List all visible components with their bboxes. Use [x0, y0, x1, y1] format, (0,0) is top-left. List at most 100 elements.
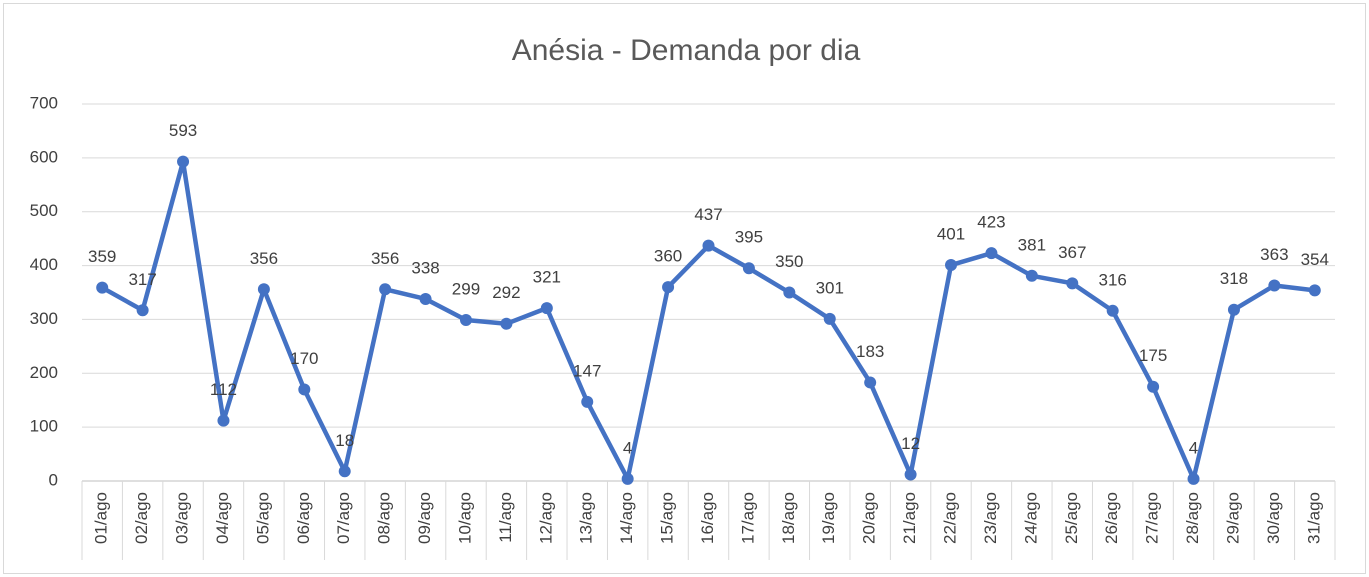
marker	[783, 286, 796, 299]
marker	[945, 259, 958, 272]
data-label: 299	[452, 279, 480, 298]
x-tick-label: 22/ago	[941, 492, 960, 544]
data-label: 354	[1301, 250, 1329, 269]
x-tick-label: 31/ago	[1304, 492, 1323, 544]
marker	[1227, 303, 1240, 316]
marker	[702, 239, 715, 252]
marker	[1308, 284, 1321, 297]
data-label: 360	[654, 247, 682, 266]
marker	[419, 292, 432, 305]
x-tick-label: 16/ago	[698, 492, 717, 544]
y-tick-label: 100	[30, 417, 58, 436]
data-label: 301	[816, 278, 844, 297]
y-tick-label: 200	[30, 363, 58, 382]
y-tick-label: 0	[49, 470, 58, 489]
x-tick-label: 30/ago	[1264, 492, 1283, 544]
data-label: 170	[290, 349, 318, 368]
data-label: 356	[250, 249, 278, 268]
x-tick-label: 09/ago	[415, 492, 434, 544]
marker	[1106, 304, 1119, 317]
data-label: 183	[856, 342, 884, 361]
data-label: 593	[169, 121, 197, 140]
y-tick-label: 700	[30, 93, 58, 112]
x-tick-label: 07/ago	[334, 492, 353, 544]
data-label: 316	[1099, 270, 1127, 289]
y-tick-label: 500	[30, 201, 58, 220]
data-label: 363	[1260, 245, 1288, 264]
marker	[136, 304, 149, 317]
data-label: 437	[694, 205, 722, 224]
data-label: 395	[735, 228, 763, 247]
x-tick-label: 19/ago	[819, 492, 838, 544]
data-label: 321	[533, 268, 561, 287]
x-tick-label: 26/ago	[1102, 492, 1121, 544]
marker	[985, 247, 998, 260]
x-tick-label: 17/ago	[738, 492, 757, 544]
marker	[1025, 269, 1038, 282]
data-label: 112	[210, 380, 237, 399]
data-label: 147	[573, 361, 601, 380]
marker	[904, 468, 917, 481]
data-label: 317	[128, 270, 156, 289]
marker	[298, 383, 311, 396]
x-tick-label: 15/ago	[658, 492, 677, 544]
marker	[1187, 472, 1200, 485]
x-tick-label: 04/ago	[213, 492, 232, 544]
marker	[379, 283, 392, 296]
marker	[500, 317, 513, 330]
x-tick-label: 02/ago	[132, 492, 151, 544]
data-label: 350	[775, 252, 803, 271]
x-tick-label: 29/ago	[1223, 492, 1242, 544]
data-label: 423	[977, 213, 1005, 232]
x-tick-label: 18/ago	[779, 492, 798, 544]
marker	[257, 283, 270, 296]
data-label: 175	[1139, 346, 1167, 365]
data-label: 4	[1189, 438, 1198, 457]
marker	[621, 472, 634, 485]
chart-border	[3, 3, 1366, 574]
marker	[540, 302, 553, 315]
marker	[338, 465, 351, 478]
data-label: 292	[492, 283, 520, 302]
x-tick-label: 03/ago	[173, 492, 192, 544]
x-tick-label: 28/ago	[1183, 492, 1202, 544]
marker	[1066, 277, 1079, 290]
x-tick-label: 08/ago	[375, 492, 394, 544]
data-label: 4	[623, 438, 632, 457]
marker	[662, 281, 675, 294]
x-tick-label: 20/ago	[860, 492, 879, 544]
data-label: 381	[1018, 235, 1046, 254]
y-tick-label: 600	[30, 147, 58, 166]
marker	[217, 414, 230, 427]
x-tick-label: 11/ago	[496, 492, 515, 543]
x-tick-label: 10/ago	[455, 492, 474, 544]
data-label: 18	[335, 431, 354, 450]
data-label: 367	[1058, 243, 1086, 262]
marker	[177, 155, 190, 168]
y-tick-label: 400	[30, 255, 58, 274]
x-tick-label: 13/ago	[577, 492, 596, 544]
data-label: 318	[1220, 269, 1248, 288]
x-tick-label: 06/ago	[294, 492, 313, 544]
data-label: 338	[411, 258, 439, 277]
data-label: 12	[901, 434, 920, 453]
marker	[1147, 380, 1160, 393]
data-label: 401	[937, 225, 965, 244]
marker	[823, 312, 836, 325]
marker	[864, 376, 877, 389]
marker	[459, 313, 472, 326]
x-tick-label: 25/ago	[1062, 492, 1081, 544]
chart-title: Anésia - Demanda por dia	[512, 34, 861, 67]
x-tick-label: 05/ago	[253, 492, 272, 544]
x-tick-label: 14/ago	[617, 492, 636, 544]
marker	[581, 395, 594, 408]
x-tick-label: 27/ago	[1143, 492, 1162, 544]
x-tick-label: 21/ago	[900, 492, 919, 544]
marker	[96, 281, 109, 294]
marker	[742, 262, 755, 275]
x-tick-label: 01/ago	[92, 492, 111, 544]
y-tick-label: 300	[30, 309, 58, 328]
x-tick-label: 12/ago	[536, 492, 555, 544]
